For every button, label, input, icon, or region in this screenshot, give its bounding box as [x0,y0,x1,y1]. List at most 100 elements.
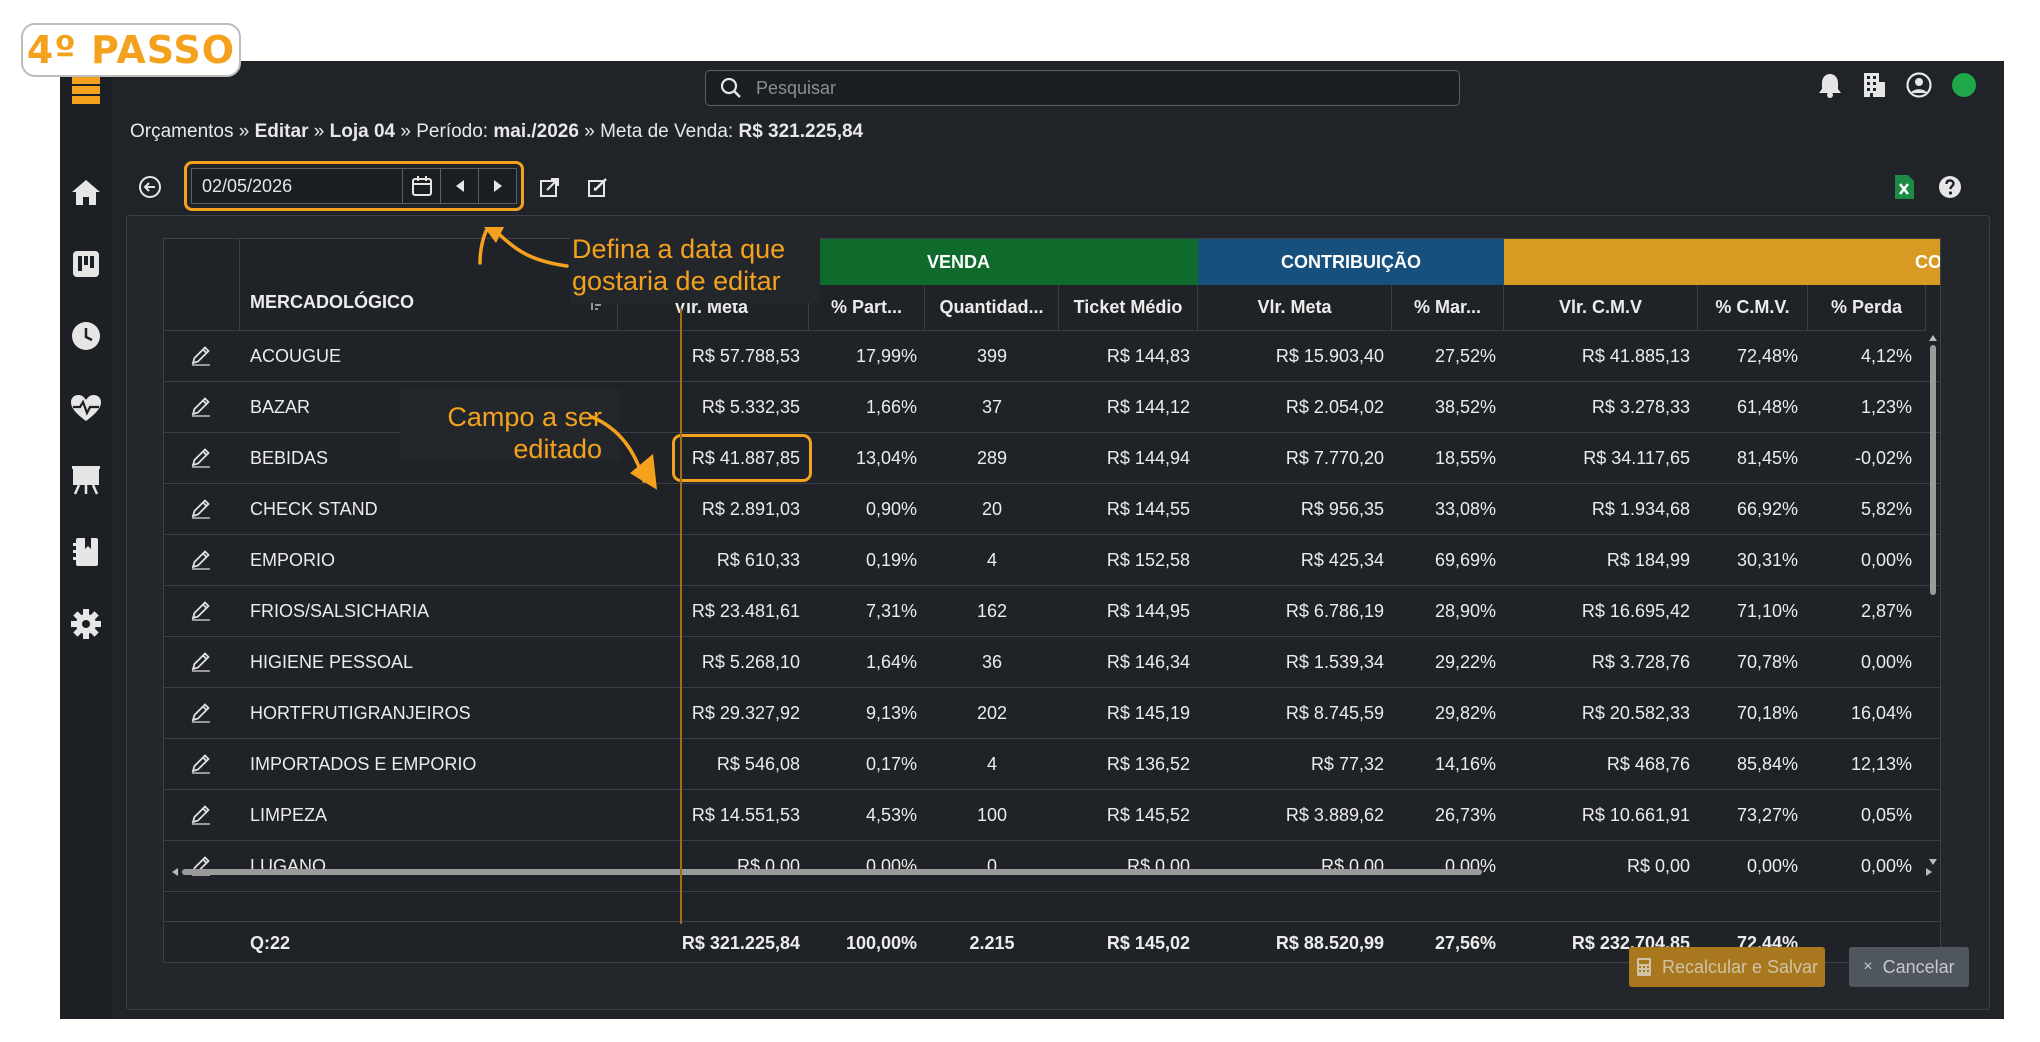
cell-pct-perda: 1,23% [1860,397,1912,417]
user-circle-icon[interactable] [1906,72,1932,98]
cell-contrib-meta: R$ 956,35 [1300,499,1384,519]
cell-vlr-meta[interactable]: R$ 546,08 [716,754,800,774]
budget-table: VENDA CONTRIBUIÇÃO CO MERCADOLÓGICO Vlr.… [163,238,1941,922]
pencil-icon[interactable] [190,446,212,473]
cell-pct-perda: 16,04% [1850,703,1912,723]
prev-date-icon[interactable] [440,169,478,203]
search-input[interactable] [756,77,1406,99]
edit-square-icon[interactable] [582,171,614,203]
cell-vlr-meta[interactable]: R$ 2.891,03 [701,499,800,519]
table-row[interactable]: ACOUGUE R$ 57.788,53 17,99% 399 R$ 144,83 R$ … [164,331,1940,382]
vertical-scrollbar[interactable] [1928,335,1938,865]
pencil-icon[interactable] [190,650,212,677]
next-date-icon[interactable] [478,169,516,203]
table-row[interactable]: CHECK STAND R$ 2.891,03 0,90% 20 R$ 144,55 R$… [164,484,1940,535]
cancel-button[interactable]: × Cancelar [1849,947,1969,987]
cell-mercadologico: FRIOS/SALSICHARIA [250,601,430,621]
cell-pct-perda: 12,13% [1850,754,1912,774]
search-box[interactable] [705,70,1460,106]
cell-pct-margem: 26,73% [1434,805,1496,825]
col-pct-part[interactable]: % Part... [809,285,925,331]
cell-vlr-meta[interactable]: R$ 23.481,61 [691,601,800,621]
cell-quantidade: 202 [976,703,1008,723]
total-pct-margem: 27,56% [1434,933,1496,953]
cell-pct-cmv: 66,92% [1736,499,1798,519]
cell-vlr-meta[interactable]: R$ 610,33 [716,550,800,570]
budget-panel: VENDA CONTRIBUIÇÃO CO MERCADOLÓGICO Vlr.… [126,215,1990,1010]
table-row[interactable]: HIGIENE PESSOAL R$ 5.268,10 1,64% 36 R$ 146,… [164,637,1940,688]
cell-vlr-meta[interactable]: R$ 57.788,53 [691,346,800,366]
date-input[interactable]: 02/05/2026 [202,176,293,196]
breadcrumb-meta-venda: R$ 321.225,84 [738,121,864,142]
col-pct-cmv[interactable]: % C.M.V. [1698,285,1808,331]
pencil-icon[interactable] [190,752,212,779]
col-pct-perda[interactable]: % Perda [1808,285,1926,331]
cell-vlr-meta[interactable]: R$ 14.551,53 [691,805,800,825]
cell-mercadologico: BEBIDAS [250,448,329,468]
cell-pct-margem: 27,52% [1434,346,1496,366]
pencil-icon[interactable] [190,548,212,575]
table-row[interactable]: HORTFRUTIGRANJEIROS R$ 29.327,92 9,13% 202 R… [164,688,1940,739]
help-icon[interactable] [1934,171,1966,203]
total-quantidade: 2.215 [969,933,1015,953]
col-quantidade[interactable]: Quantidad... [925,285,1059,331]
date-picker-highlight: 02/05/2026 [184,161,524,211]
cell-vlr-meta[interactable]: R$ 5.268,10 [701,652,800,672]
cell-vlr-cmv: R$ 1.934,68 [1591,499,1690,519]
excel-icon[interactable] [1888,171,1920,203]
cell-vlr-meta[interactable]: R$ 41.887,85 [691,448,800,468]
pencil-icon[interactable] [190,803,212,830]
kanban-icon[interactable] [69,247,103,281]
presentation-icon[interactable] [69,463,103,497]
cell-pct-margem: 18,55% [1434,448,1496,468]
cell-pct-part: 9,13% [865,703,917,723]
cell-pct-part: 1,64% [865,652,917,672]
heart-pulse-icon[interactable] [69,391,103,425]
clock-icon[interactable] [69,319,103,353]
table-row[interactable]: IMPORTADOS E EMPORIO R$ 546,08 0,17% 4 R$ 13… [164,739,1940,790]
cell-vlr-cmv: R$ 16.695,42 [1581,601,1690,621]
col-vlr-cmv[interactable]: Vlr. C.M.V [1504,285,1698,331]
col-pct-margem[interactable]: % Mar... [1392,285,1504,331]
recalculate-save-button[interactable]: Recalcular e Salvar [1629,947,1825,987]
horizontal-scrollbar[interactable] [172,866,1932,878]
cell-vlr-meta[interactable]: R$ 5.332,35 [701,397,800,417]
edit-column-header [164,239,240,331]
breadcrumb-orcamentos[interactable]: Orçamentos [130,121,234,142]
home-icon[interactable] [69,175,103,209]
col-ticket-medio[interactable]: Ticket Médio [1059,285,1198,331]
pencil-icon[interactable] [190,599,212,626]
group-header-cmv: CO [1504,239,1940,285]
cell-pct-cmv: 73,27% [1736,805,1798,825]
cell-mercadologico: EMPORIO [250,550,336,570]
cell-mercadologico: HIGIENE PESSOAL [250,652,414,672]
col-contrib-meta[interactable]: Vlr. Meta [1198,285,1392,331]
app-logo[interactable] [72,76,100,104]
table-row[interactable]: LIMPEZA R$ 14.551,53 4,53% 100 R$ 145,52 R$ 3… [164,790,1940,841]
cell-vlr-meta[interactable]: R$ 29.327,92 [691,703,800,723]
pencil-icon[interactable] [190,701,212,728]
cell-pct-perda: 5,82% [1860,499,1912,519]
date-picker[interactable]: 02/05/2026 [191,168,517,204]
bell-icon[interactable] [1818,72,1842,98]
table-row[interactable]: EMPORIO R$ 610,33 0,19% 4 R$ 152,58 R$ 425,34… [164,535,1940,586]
pencil-icon[interactable] [190,344,212,371]
cell-quantidade: 162 [976,601,1008,621]
table-row[interactable]: BEBIDAS R$ 41.887,85 13,04% 289 R$ 144,94 R$ … [164,433,1940,484]
export-icon[interactable] [534,171,566,203]
calendar-icon[interactable] [402,169,440,203]
cell-pct-margem: 33,08% [1434,499,1496,519]
building-icon[interactable] [1862,72,1886,98]
pencil-icon[interactable] [190,497,212,524]
table-row[interactable]: FRIOS/SALSICHARIA R$ 23.481,61 7,31% 162 R$ … [164,586,1940,637]
cell-pct-perda: 0,00% [1860,856,1912,876]
gear-icon[interactable] [69,607,103,641]
table-row[interactable]: BAZAR R$ 5.332,35 1,66% 37 R$ 144,12 R$ 2.054… [164,382,1940,433]
pencil-icon[interactable] [190,395,212,422]
book-icon[interactable] [69,535,103,569]
edit-field-highlight [672,434,812,482]
search-icon [720,77,741,98]
back-icon[interactable] [134,171,166,203]
cell-ticket: R$ 144,12 [1106,397,1190,417]
cell-pct-perda: 0,00% [1860,652,1912,672]
